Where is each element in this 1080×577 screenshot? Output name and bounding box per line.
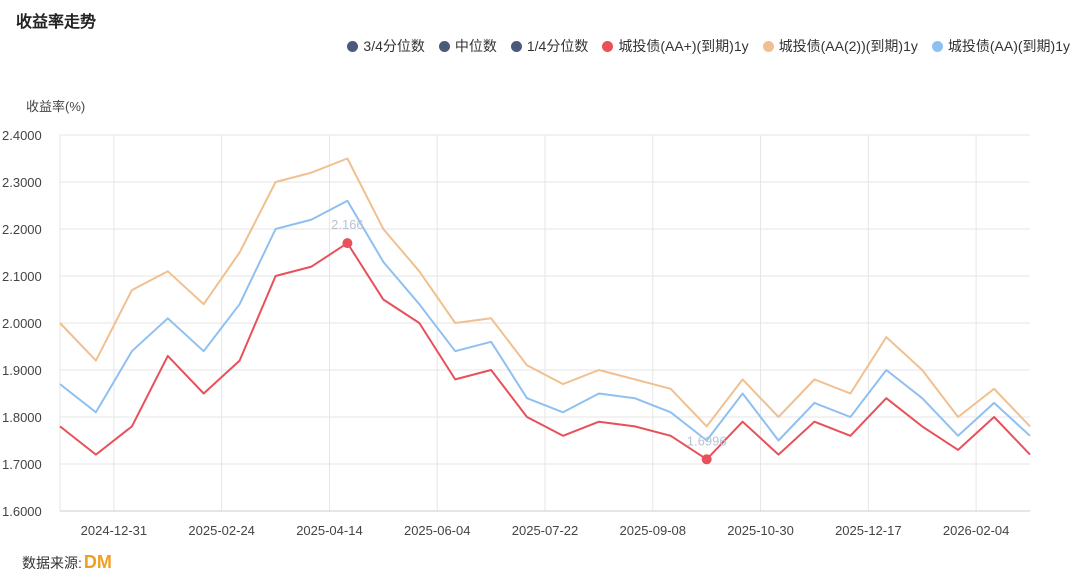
legend-label: 城投债(AA(2))(到期)1y [778, 38, 918, 54]
legend-label: 中位数 [454, 38, 497, 54]
y-tick-label: 2.4000 [2, 128, 42, 143]
legend-item[interactable]: 城投债(AA+)(到期)1y [602, 36, 749, 56]
x-tick-label: 2026-02-04 [943, 523, 1010, 538]
legend-label: 城投债(AA+)(到期)1y [618, 38, 749, 54]
chart-title: 收益率走势 [16, 14, 97, 31]
legend-item[interactable]: 中位数 [438, 36, 497, 56]
series-line [59, 242, 1031, 461]
y-tick-label: 1.7000 [2, 457, 42, 472]
data-source: 数据来源: DM [22, 552, 112, 573]
annotation-label: 1.6996 [687, 433, 727, 448]
y-tick-label: 1.9000 [2, 363, 42, 378]
x-tick-label: 2025-12-17 [835, 523, 902, 538]
x-tick-label: 2025-07-22 [512, 523, 579, 538]
legend-label: 城投债(AA)(到期)1y [947, 38, 1070, 54]
legend: 3/4分位数 中位数 1/4分位数 城投债(AA+)(到期)1y 城投债(AA(2))(… [347, 36, 1070, 56]
x-tick-label: 2025-02-24 [188, 523, 255, 538]
legend-dot-icon [510, 40, 522, 52]
y-tick-label: 2.2000 [2, 222, 42, 237]
legend-item[interactable]: 3/4分位数 [347, 36, 425, 56]
legend-dot-icon [438, 40, 450, 52]
source-label: 数据来源: [22, 554, 82, 571]
legend-dot-icon [347, 40, 359, 52]
legend-label: 1/4分位数 [526, 38, 589, 54]
y-tick-label: 1.8000 [2, 410, 42, 425]
annotation-point [342, 238, 353, 249]
y-tick-label: 2.1000 [2, 269, 42, 284]
x-tick-label: 2025-04-14 [296, 523, 363, 538]
y-tick-label: 2.0000 [2, 316, 42, 331]
y-tick-label: 2.3000 [2, 175, 42, 190]
legend-item[interactable]: 城投债(AA)(到期)1y [931, 36, 1070, 56]
legend-dot-icon [602, 40, 614, 52]
x-tick-label: 2025-10-30 [727, 523, 794, 538]
annotation-label: 2.166 [331, 217, 364, 232]
y-tick-label: 1.6000 [2, 504, 42, 519]
x-tick-label: 2025-09-08 [620, 523, 687, 538]
legend-item[interactable]: 1/4分位数 [510, 36, 589, 56]
legend-dot-icon [762, 40, 774, 52]
x-tick-label: 2024-12-31 [81, 523, 148, 538]
legend-dot-icon [931, 40, 943, 52]
series-line [59, 199, 1031, 442]
source-logo: DM [83, 552, 112, 572]
series-line [59, 157, 1031, 428]
legend-label: 3/4分位数 [363, 38, 425, 54]
legend-item[interactable]: 城投债(AA(2))(到期)1y [762, 36, 918, 56]
x-tick-label: 2025-06-04 [404, 523, 471, 538]
y-axis-label: 收益率(%) [26, 99, 86, 114]
annotation-point [701, 454, 712, 465]
